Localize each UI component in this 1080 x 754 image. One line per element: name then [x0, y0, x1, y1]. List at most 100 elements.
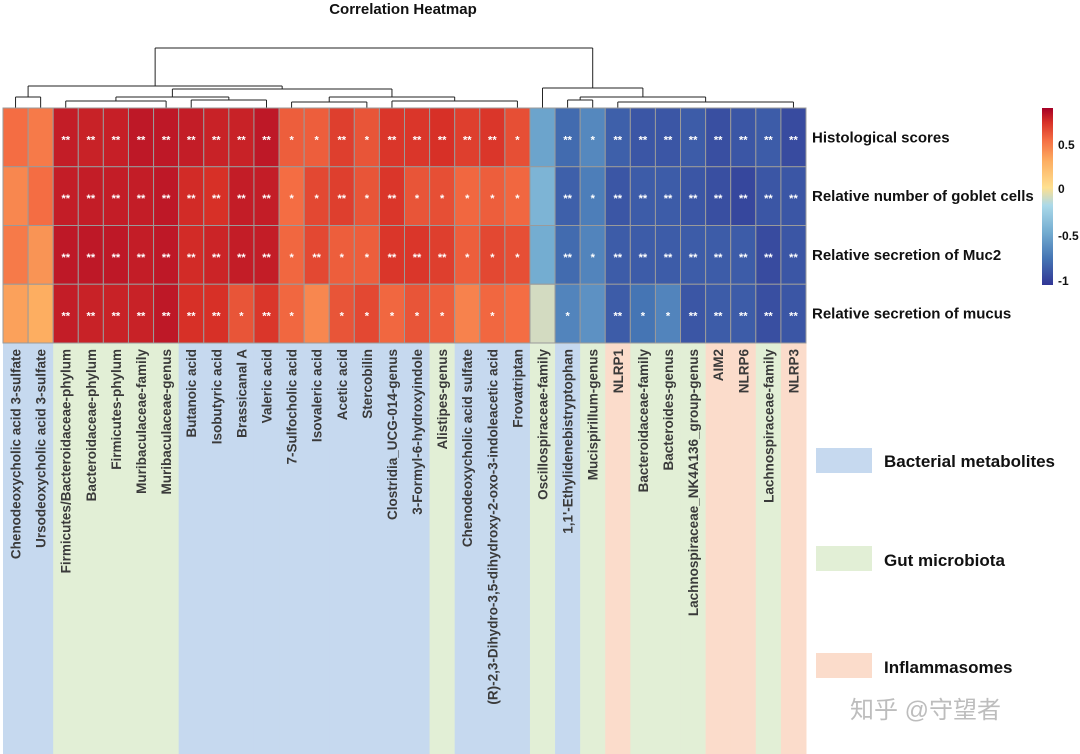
heatmap-cell: [554, 225, 581, 285]
significance-mark: **: [87, 193, 96, 205]
significance-mark: **: [237, 252, 246, 264]
heatmap-cell: [253, 225, 280, 285]
significance-mark: **: [463, 134, 472, 146]
heatmap-cell: [654, 283, 682, 344]
significance-mark: **: [739, 252, 748, 264]
column-group-band: [178, 343, 205, 754]
column-group-band: [780, 343, 807, 754]
significance-mark: **: [61, 193, 70, 205]
significance-mark: **: [162, 134, 171, 146]
significance-mark: **: [61, 134, 70, 146]
heatmap-cell: [278, 166, 305, 226]
column-label: Bacteroidaceae-phylum: [84, 349, 99, 501]
significance-mark: **: [764, 311, 773, 323]
column-label: NLRP3: [786, 349, 801, 394]
column-group-band: [53, 343, 79, 754]
heatmap-cell: [479, 283, 506, 344]
heatmap-cell: [454, 283, 481, 344]
heatmap-cell: [529, 225, 556, 285]
significance-mark: **: [388, 193, 397, 205]
heatmap-cell: [730, 225, 757, 285]
column-label: Bacteroidaceae-family: [636, 349, 651, 493]
column-group-band: [680, 343, 707, 754]
column-group-band: [580, 343, 606, 754]
heatmap-cell: [529, 107, 556, 168]
significance-mark: **: [563, 252, 572, 264]
heatmap-cell: [504, 107, 531, 168]
heatmap-cell: [504, 225, 531, 285]
row-label: Relative secretion of mucus: [812, 306, 1011, 323]
significance-mark: **: [162, 193, 171, 205]
column-label: NLRP6: [736, 349, 751, 394]
heatmap-cell: [554, 283, 581, 344]
significance-mark: *: [591, 134, 596, 146]
heatmap-cell: [404, 166, 431, 226]
heatmap-cell: [353, 225, 380, 285]
heatmap-cell: [203, 166, 230, 226]
legend-label: Gut microbiota: [884, 551, 1005, 570]
heatmap-cell: [2, 283, 29, 344]
significance-mark: **: [337, 193, 346, 205]
significance-mark: **: [438, 252, 447, 264]
heatmap-cell: [705, 107, 732, 168]
heatmap-cell: [228, 166, 255, 226]
column-label: Isovaleric acid: [310, 349, 325, 442]
heatmap-cell: [353, 283, 380, 344]
significance-mark: **: [162, 311, 171, 323]
significance-mark: *: [340, 252, 345, 264]
significance-mark: **: [312, 252, 321, 264]
column-group-band: [504, 343, 531, 754]
column-label: Bacteroides-genus: [661, 349, 676, 471]
significance-mark: **: [262, 311, 271, 323]
significance-mark: *: [440, 311, 445, 323]
heatmap-cell: [77, 283, 104, 344]
significance-mark: **: [664, 193, 673, 205]
significance-mark: **: [639, 252, 648, 264]
significance-mark: **: [689, 193, 698, 205]
significance-mark: **: [714, 134, 723, 146]
significance-mark: **: [112, 193, 121, 205]
heatmap-cell: [278, 225, 305, 285]
heatmap-cell: [404, 225, 431, 285]
heatmap-cell: [2, 225, 29, 285]
heatmap-cell: [178, 107, 205, 168]
significance-mark: **: [187, 134, 196, 146]
significance-mark: **: [212, 134, 221, 146]
heatmap-cell: [203, 283, 230, 344]
heatmap-cell: [755, 166, 782, 226]
significance-mark: **: [262, 193, 271, 205]
column-label: Oscillospiraceae-family: [536, 349, 551, 500]
significance-mark: *: [239, 311, 244, 323]
significance-mark: *: [289, 193, 294, 205]
significance-mark: *: [490, 252, 495, 264]
heatmap-cell: [780, 225, 807, 285]
heatmap-cell: [303, 225, 330, 285]
significance-mark: *: [490, 193, 495, 205]
significance-mark: **: [212, 311, 221, 323]
heatmap-cell: [479, 107, 506, 168]
heatmap-cell: [328, 283, 355, 344]
heatmap-cell: [629, 107, 656, 168]
column-group-band: [655, 343, 682, 754]
heatmap-cell: [705, 283, 732, 344]
significance-mark: *: [666, 311, 671, 323]
column-label: Ursodeoxycholic acid 3-sulfate: [34, 349, 49, 548]
column-label: Valeric acid: [259, 349, 274, 423]
significance-mark: *: [440, 193, 445, 205]
significance-mark: *: [565, 311, 570, 323]
significance-mark: **: [714, 311, 723, 323]
column-label: 3-Formyl-6-hydroxyindole: [410, 349, 425, 515]
column-group-band: [479, 343, 506, 754]
significance-mark: **: [563, 193, 572, 205]
heatmap-cell: [253, 107, 280, 168]
significance-mark: **: [162, 252, 171, 264]
significance-mark: *: [365, 134, 370, 146]
heatmap-cell: [127, 166, 155, 226]
row-label: Relative number of goblet cells: [812, 188, 1034, 205]
column-label: (R)-2,3-Dihydro-3,5-dihydroxy-2-oxo-3-in…: [485, 349, 500, 705]
heatmap-cell: [629, 225, 656, 285]
column-group-band: [203, 343, 230, 754]
heatmap-cell: [529, 166, 556, 226]
significance-mark: **: [61, 252, 70, 264]
heatmap-cell: [52, 283, 79, 344]
